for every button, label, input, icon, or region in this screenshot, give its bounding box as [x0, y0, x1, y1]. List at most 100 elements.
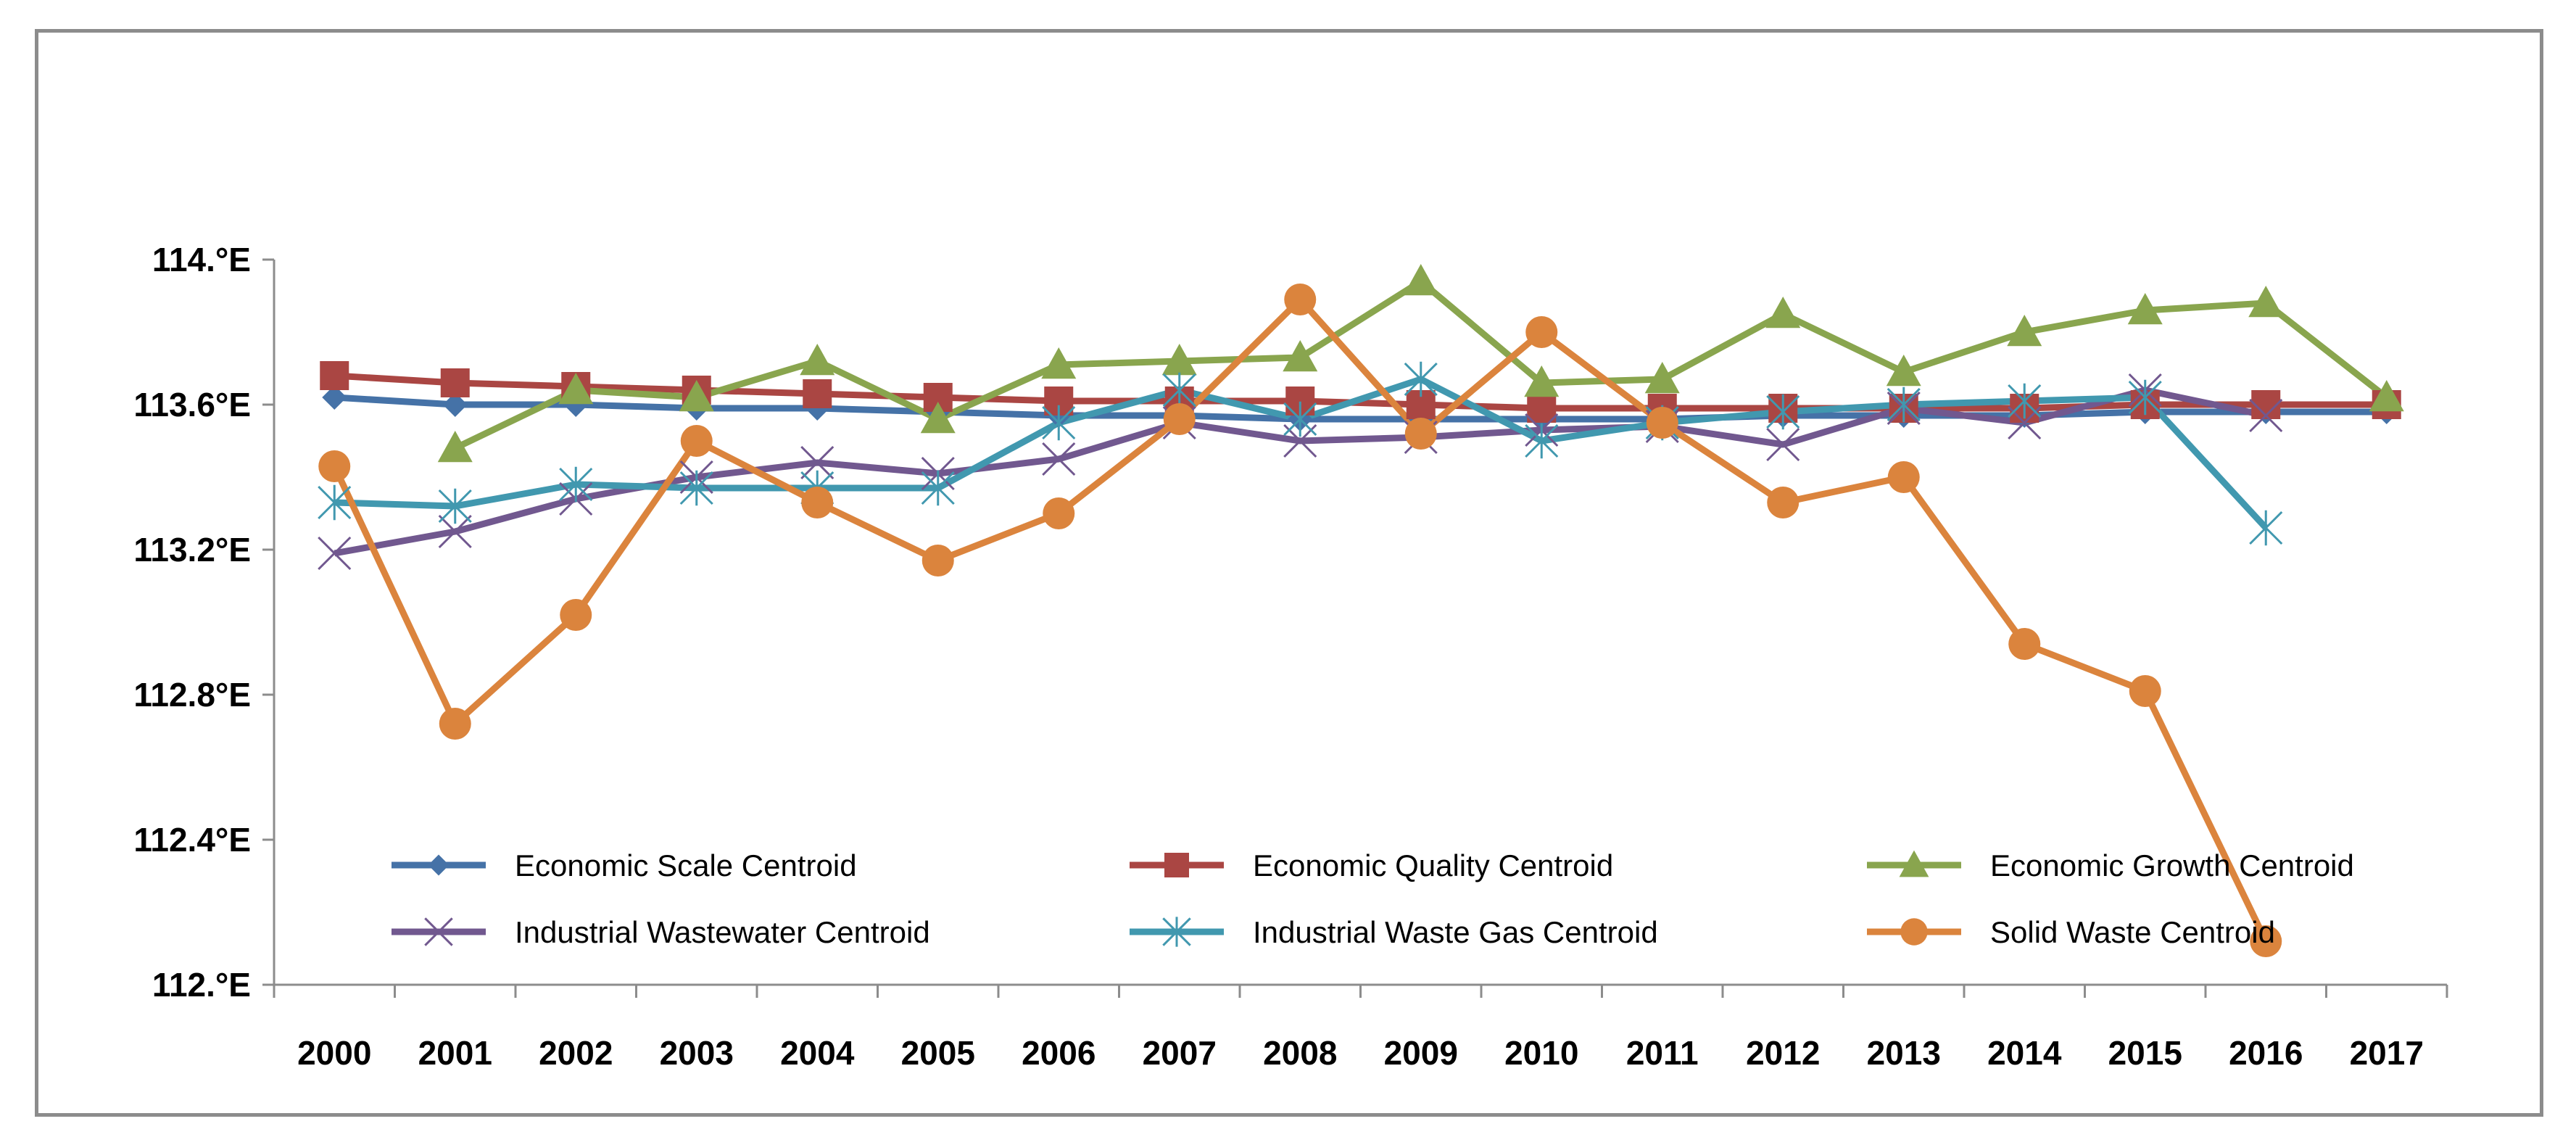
economic-growth-centroid-marker — [2127, 293, 2163, 325]
economic-growth-centroid-marker — [437, 431, 473, 463]
x-tick-label: 2003 — [660, 1034, 734, 1072]
industrial-waste-gas-centroid-marker — [2128, 379, 2162, 416]
industrial-waste-gas-centroid-marker — [438, 488, 472, 524]
economic-growth-centroid-marker — [2007, 315, 2042, 347]
y-tick-label: 112.8°E — [133, 676, 251, 714]
x-tick-label: 2017 — [2350, 1034, 2424, 1072]
economic-growth-centroid-marker — [679, 380, 714, 412]
legend-economic-growth-centroid-label: Economic Growth Centroid — [1990, 848, 2354, 882]
solid-waste-centroid-marker — [1163, 403, 1196, 435]
legend-economic-quality-centroid-label: Economic Quality Centroid — [1253, 848, 1613, 882]
solid-waste-centroid-marker — [439, 708, 471, 740]
industrial-waste-gas-centroid-marker — [1766, 394, 1800, 430]
economic-growth-centroid-marker — [800, 344, 835, 376]
industrial-waste-gas-centroid-marker — [1283, 401, 1317, 437]
solid-waste-centroid-marker — [1404, 418, 1437, 450]
legend-solid-waste-centroid-marker — [1900, 918, 1928, 946]
industrial-waste-gas-centroid-marker — [559, 466, 593, 503]
economic-growth-centroid-marker — [1041, 347, 1077, 379]
x-tick-label: 2010 — [1504, 1034, 1578, 1072]
industrial-wastewater-centroid-marker — [318, 536, 352, 571]
y-tick-label: 113.6°E — [133, 386, 251, 423]
legend-industrial-wastewater-centroid-marker — [424, 917, 453, 946]
legend-economic-quality-centroid-marker — [1164, 853, 1189, 877]
industrial-waste-gas-centroid-marker — [921, 470, 955, 506]
y-tick-label: 112.4°E — [133, 821, 251, 859]
x-tick-label: 2000 — [297, 1034, 371, 1072]
economic-quality-centroid-marker — [320, 361, 349, 390]
x-tick-label: 2004 — [780, 1034, 855, 1072]
solid-waste-centroid-marker — [2008, 628, 2041, 660]
industrial-waste-gas-centroid-marker — [1404, 361, 1438, 397]
legend-industrial-wastewater-centroid-label: Industrial Wastewater Centroid — [515, 915, 930, 949]
economic-quality-centroid-marker — [440, 368, 470, 397]
industrial-waste-gas-centroid-marker — [679, 470, 713, 506]
solid-waste-centroid-marker — [922, 545, 954, 576]
industrial-waste-gas-centroid-marker — [2008, 383, 2042, 419]
x-tick-label: 2014 — [1987, 1034, 2062, 1072]
solid-waste-centroid-marker — [1767, 487, 1800, 518]
x-tick-label: 2005 — [901, 1034, 975, 1072]
chart-frame: 112.°E 112.4°E 112.8°E 113.2°E 113.6°E 114.°E… — [35, 29, 2543, 1117]
y-tick-label: 112.°E — [152, 966, 251, 1004]
solid-waste-centroid-marker — [560, 599, 592, 631]
x-tick-label: 2015 — [2108, 1034, 2182, 1072]
axes: 112.°E 112.4°E 112.8°E 113.2°E 113.6°E 114.°E… — [133, 241, 2448, 1072]
economic-quality-centroid-marker — [1527, 394, 1557, 423]
economic-growth-centroid-marker — [1524, 365, 1560, 397]
industrial-waste-gas-centroid-marker — [1162, 372, 1196, 408]
economic-growth-centroid-marker — [1644, 362, 1680, 394]
industrial-waste-gas-centroid-marker — [1887, 387, 1921, 423]
economic-growth-centroid-marker — [1886, 355, 1921, 387]
legend-economic-growth-centroid-marker — [1899, 850, 1929, 877]
legend-industrial-waste-gas-centroid-label: Industrial Waste Gas Centroid — [1253, 915, 1658, 949]
series-markers — [318, 264, 2404, 957]
economic-growth-centroid-marker — [1765, 297, 1801, 328]
economic-growth-centroid-marker — [1283, 340, 1318, 372]
industrial-wastewater-centroid-marker — [2249, 398, 2283, 433]
chart-svg: 112.°E 112.4°E 112.8°E 113.2°E 113.6°E 114.°E… — [133, 241, 2448, 1072]
x-tick-label: 2011 — [1626, 1034, 1699, 1072]
economic-growth-centroid-marker — [1403, 264, 1438, 296]
x-tick-label: 2007 — [1143, 1034, 1217, 1072]
x-tick-label: 2008 — [1263, 1034, 1337, 1072]
economic-scale-centroid-marker — [322, 385, 347, 410]
economic-growth-centroid-marker — [2369, 380, 2404, 412]
economic-growth-centroid-marker — [2248, 286, 2284, 318]
solid-waste-centroid-marker — [1646, 407, 1678, 439]
solid-waste-centroid-marker — [801, 487, 834, 518]
economic-growth-centroid-marker — [920, 402, 956, 434]
legend: Economic Scale Centroid Economic Quality … — [392, 848, 2354, 949]
x-tick-label: 2016 — [2229, 1034, 2303, 1072]
industrial-waste-gas-centroid-marker — [2249, 510, 2283, 546]
legend-industrial-waste-gas-centroid-marker — [1162, 917, 1191, 947]
legend-solid-waste-centroid-label: Solid Waste Centroid — [1990, 915, 2275, 949]
economic-scale-centroid-marker — [442, 392, 468, 417]
x-tick-label: 2013 — [1867, 1034, 1941, 1072]
industrial-wastewater-centroid-marker — [1766, 427, 1800, 462]
y-tick-label: 114.°E — [152, 241, 251, 278]
solid-waste-centroid-marker — [1284, 284, 1317, 315]
industrial-waste-gas-centroid-marker — [1042, 405, 1076, 441]
x-tick-label: 2012 — [1746, 1034, 1820, 1072]
economic-quality-centroid-marker — [803, 379, 832, 408]
legend-economic-scale-centroid-marker — [428, 854, 450, 876]
x-tick-label: 2009 — [1384, 1034, 1458, 1072]
economic-quality-centroid-line — [334, 372, 2387, 412]
solid-waste-centroid-marker — [680, 425, 713, 457]
industrial-wastewater-centroid-marker — [800, 445, 834, 480]
x-tick-label: 2001 — [418, 1034, 492, 1072]
series-lines — [331, 278, 2389, 943]
x-tick-label: 2002 — [539, 1034, 613, 1072]
solid-waste-centroid-marker — [1887, 461, 1920, 493]
industrial-wastewater-centroid-marker — [438, 514, 472, 549]
economic-growth-centroid-marker — [558, 373, 594, 405]
economic-growth-centroid-marker — [1161, 344, 1197, 376]
legend-economic-scale-centroid-label: Economic Scale Centroid — [515, 848, 857, 882]
solid-waste-centroid-marker — [1525, 316, 1558, 348]
solid-waste-centroid-marker — [318, 450, 351, 482]
solid-waste-centroid-marker — [2250, 925, 2282, 957]
x-tick-label: 2006 — [1022, 1034, 1096, 1072]
industrial-waste-gas-centroid-marker — [318, 484, 352, 521]
industrial-wastewater-centroid-marker — [1042, 442, 1076, 476]
